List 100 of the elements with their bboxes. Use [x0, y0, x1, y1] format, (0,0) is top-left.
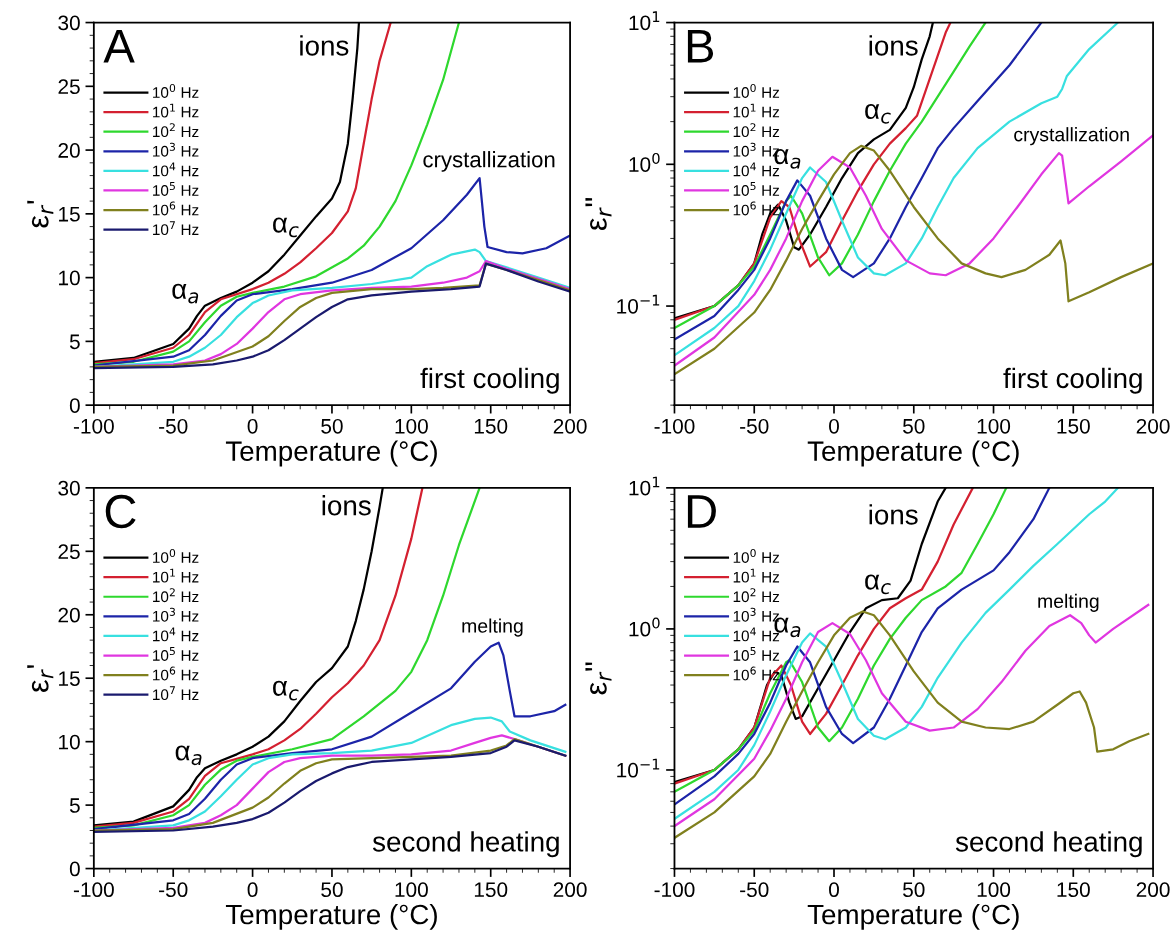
y-tick-label: 0 [69, 861, 80, 877]
x-tick-label: 200 [553, 418, 587, 434]
y-tick-label: 15 [59, 207, 80, 222]
y-tick-label: 10$^{1}$ [629, 476, 660, 496]
x-tick-label: 200 [1136, 418, 1170, 434]
legend-label: 10$^{4}$ Hz [153, 627, 199, 642]
y-tick-label: 10$^{−1}$ [617, 294, 660, 314]
x-tick-label: 50 [903, 418, 925, 434]
x-axis-title: Temperature (°C) [225, 903, 437, 930]
y-tick-label: 25 [58, 544, 80, 560]
legend-label: 10$^{4}$ Hz [153, 162, 199, 177]
annotation: first cooling [1003, 367, 1142, 394]
x-tick-label: 100 [977, 882, 1011, 898]
annotation: second heating [955, 831, 1142, 858]
legend-label: 10$^{1}$ Hz [733, 103, 780, 118]
legend-label: 10$^{5}$ Hz [733, 182, 780, 196]
x-tick-label: 0 [829, 418, 839, 434]
legend-label: 10$^{0}$ Hz [153, 549, 199, 563]
annotation: ions [869, 35, 918, 56]
legend-label: 10$^{1}$ Hz [733, 568, 780, 583]
legend-label: 10$^{0}$ Hz [733, 83, 780, 98]
annotation: crystallization [1014, 127, 1129, 146]
y-tick-label: 25 [58, 79, 80, 95]
x-axis-title: Temperature (°C) [225, 440, 437, 467]
y-tick-label: 20 [58, 143, 80, 158]
x-tick-label: -50 [159, 882, 188, 898]
x-tick-label: -100 [654, 882, 695, 898]
annotation: α$_{a}$ [175, 745, 202, 766]
annotation: A [103, 30, 135, 63]
y-tick-label: 10 [59, 734, 80, 750]
legend-label: 10$^{5}$ Hz [153, 647, 199, 661]
legend-label: 10$^{5}$ Hz [153, 182, 199, 196]
x-tick-label: 200 [1136, 882, 1170, 898]
y-tick-label: 5 [69, 798, 80, 813]
y-tick-label: 10 [59, 270, 80, 286]
legend-label: 10$^{2}$ Hz [153, 123, 199, 138]
legend-label: 10$^{1}$ Hz [153, 568, 199, 583]
annotation: first cooling [420, 367, 559, 394]
x-tick-label: 150 [474, 882, 508, 898]
y-axis-title: ε$_{r}$' [27, 200, 54, 228]
annotation: ions [300, 35, 349, 56]
line-series [93, 641, 567, 831]
x-axis-title: Temperature (°C) [807, 903, 1019, 930]
y-axis-title: ε$_{r}$" [585, 662, 612, 695]
x-tick-label: -100 [73, 418, 114, 434]
y-tick-label: 10$^{−1}$ [617, 758, 660, 778]
annotation: B [687, 30, 714, 63]
x-tick-label: 100 [395, 418, 428, 434]
y-tick-label: 0 [69, 398, 80, 413]
line-series [674, 487, 1120, 820]
legend-label: 10$^{2}$ Hz [153, 588, 199, 603]
x-tick-label: 100 [977, 418, 1011, 434]
y-tick-label: 20 [58, 607, 80, 623]
annotation: melting [1038, 593, 1099, 612]
x-tick-label: 50 [321, 882, 343, 898]
legend-label: 10$^{7}$ Hz [153, 686, 199, 701]
x-tick-label: 50 [903, 882, 925, 898]
legend-label: 10$^{1}$ Hz [153, 103, 199, 118]
y-tick-label: 15 [59, 671, 80, 686]
legend-label: 10$^{5}$ Hz [733, 647, 780, 661]
x-tick-label: 150 [1057, 418, 1090, 434]
line-series [93, 177, 571, 367]
x-tick-label: -50 [159, 418, 188, 434]
y-tick-label: 10$^{1}$ [629, 11, 660, 31]
annotation: crystallization [423, 151, 555, 172]
x-tick-label: 0 [829, 882, 839, 898]
y-axis-title: ε$_{r}$' [27, 665, 54, 692]
legend-label: 10$^{3}$ Hz [153, 142, 199, 157]
y-tick-label: 30 [58, 15, 80, 31]
legend-label: 10$^{6}$ Hz [153, 666, 199, 681]
y-tick-label: 10$^{0}$ [629, 152, 660, 172]
legend-label: 10$^{2}$ Hz [733, 588, 780, 603]
legend-label: 10$^{0}$ Hz [153, 83, 199, 98]
x-tick-label: -100 [73, 882, 114, 898]
legend-label: 10$^{3}$ Hz [153, 607, 199, 622]
x-tick-label: 100 [395, 882, 428, 898]
annotation: α$_{c}$ [865, 574, 891, 595]
legend-label: 10$^{6}$ Hz [153, 201, 199, 216]
x-tick-label: 0 [247, 418, 258, 434]
legend-label: 10$^{0}$ Hz [733, 549, 780, 563]
annotation: melting [462, 618, 523, 637]
x-tick-label: 200 [553, 882, 587, 898]
annotation: α$_{c}$ [865, 103, 891, 124]
x-tick-label: -50 [740, 882, 769, 898]
x-tick-label: 150 [1057, 882, 1090, 898]
legend-label: 10$^{2}$ Hz [733, 123, 780, 138]
x-tick-label: -100 [654, 418, 695, 434]
annotation: ions [322, 495, 371, 516]
annotation: C [105, 494, 136, 529]
x-tick-label: 150 [474, 418, 508, 434]
annotation: α$_{a}$ [172, 283, 199, 304]
annotation: α$_{c}$ [273, 680, 299, 701]
y-tick-label: 5 [69, 334, 80, 350]
legend-label: 10$^{7}$ Hz [153, 221, 199, 236]
annotation: D [687, 495, 716, 528]
x-tick-label: -50 [740, 418, 769, 434]
y-axis-title: ε$_{r}$" [585, 198, 612, 231]
annotation: second heating [372, 831, 559, 858]
y-tick-label: 30 [58, 480, 80, 496]
annotation: ions [869, 504, 918, 525]
